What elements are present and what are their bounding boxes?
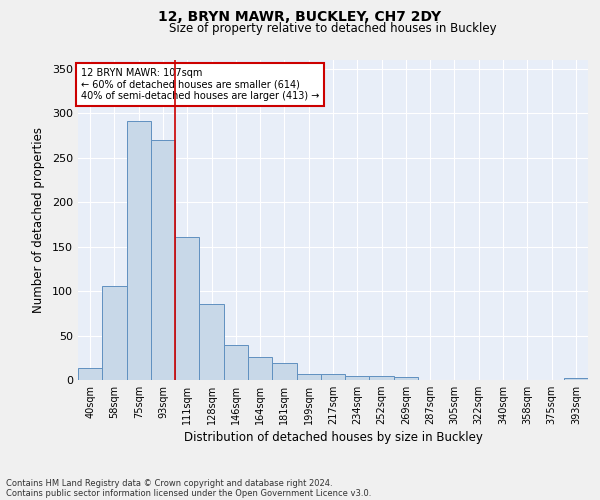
Bar <box>345 376 370 380</box>
Bar <box>394 378 418 380</box>
Bar <box>272 363 296 380</box>
Bar <box>370 376 394 380</box>
Title: Size of property relative to detached houses in Buckley: Size of property relative to detached ho… <box>169 22 497 35</box>
Text: Contains HM Land Registry data © Crown copyright and database right 2024.: Contains HM Land Registry data © Crown c… <box>6 478 332 488</box>
Text: 12, BRYN MAWR, BUCKLEY, CH7 2DY: 12, BRYN MAWR, BUCKLEY, CH7 2DY <box>158 10 442 24</box>
Bar <box>102 286 127 380</box>
Bar <box>564 378 588 380</box>
Bar <box>127 122 151 380</box>
Bar <box>224 346 248 380</box>
Text: Contains public sector information licensed under the Open Government Licence v3: Contains public sector information licen… <box>6 488 371 498</box>
Bar <box>321 374 345 380</box>
Text: 12 BRYN MAWR: 107sqm
← 60% of detached houses are smaller (614)
40% of semi-deta: 12 BRYN MAWR: 107sqm ← 60% of detached h… <box>80 68 319 101</box>
Y-axis label: Number of detached properties: Number of detached properties <box>32 127 45 313</box>
Bar <box>175 237 199 380</box>
Bar <box>248 357 272 380</box>
Bar <box>296 374 321 380</box>
Bar <box>151 140 175 380</box>
Bar <box>78 368 102 380</box>
Bar <box>199 304 224 380</box>
X-axis label: Distribution of detached houses by size in Buckley: Distribution of detached houses by size … <box>184 432 482 444</box>
